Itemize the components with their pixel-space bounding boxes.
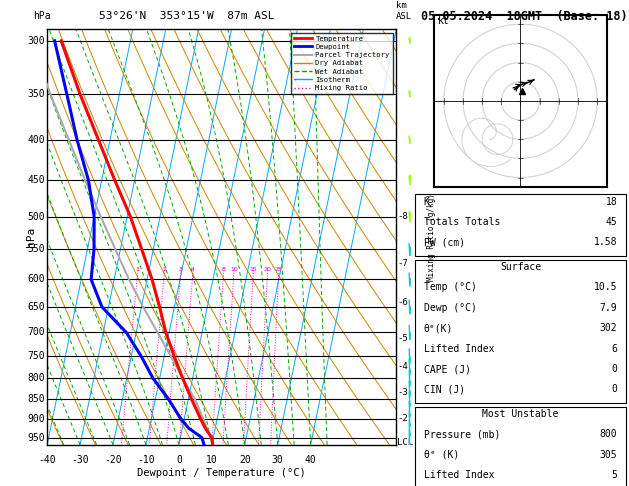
Text: 500: 500 [28, 211, 45, 222]
Text: Most Unstable: Most Unstable [482, 409, 559, 419]
Text: 400: 400 [28, 135, 45, 145]
Text: -10: -10 [137, 455, 155, 465]
Text: -8: -8 [397, 212, 408, 221]
Text: 10: 10 [230, 266, 238, 272]
Text: Surface: Surface [500, 262, 541, 272]
Text: 18: 18 [606, 197, 618, 207]
Text: 4: 4 [191, 266, 195, 272]
Text: 350: 350 [28, 89, 45, 99]
Text: 300: 300 [28, 36, 45, 46]
Text: 10.5: 10.5 [594, 282, 618, 293]
Text: hPa: hPa [33, 11, 51, 21]
Text: 20: 20 [264, 266, 271, 272]
Text: CIN (J): CIN (J) [423, 384, 465, 395]
Text: -40: -40 [38, 455, 56, 465]
Text: 302: 302 [600, 323, 618, 333]
Text: K: K [423, 197, 430, 207]
Text: 1: 1 [136, 266, 140, 272]
Bar [415, 194, 626, 256]
Text: 45: 45 [606, 217, 618, 227]
Text: 20: 20 [239, 455, 250, 465]
Text: 40: 40 [305, 455, 316, 465]
Text: -4: -4 [397, 362, 408, 371]
Text: Dewp (°C): Dewp (°C) [423, 303, 476, 313]
Text: km
ASL: km ASL [396, 1, 413, 21]
Text: 900: 900 [28, 414, 45, 424]
Text: 25: 25 [275, 266, 282, 272]
Text: 450: 450 [28, 175, 45, 185]
Text: 550: 550 [28, 244, 45, 255]
Text: 7.9: 7.9 [600, 303, 618, 313]
Text: 0: 0 [611, 384, 618, 395]
Text: 05.05.2024  18GMT  (Base: 18): 05.05.2024 18GMT (Base: 18) [421, 10, 628, 23]
Text: -30: -30 [71, 455, 89, 465]
Text: 0: 0 [176, 455, 182, 465]
Text: 750: 750 [28, 351, 45, 361]
Text: Totals Totals: Totals Totals [423, 217, 500, 227]
Text: 600: 600 [28, 275, 45, 284]
Text: 2: 2 [162, 266, 166, 272]
Text: 6: 6 [611, 344, 618, 354]
Text: Mixing Ratio (g/kg): Mixing Ratio (g/kg) [426, 193, 436, 281]
Text: kt: kt [438, 16, 450, 26]
Text: 700: 700 [28, 328, 45, 337]
Legend: Temperature, Dewpoint, Parcel Trajectory, Dry Adiabat, Wet Adiabat, Isotherm, Mi: Temperature, Dewpoint, Parcel Trajectory… [291, 33, 392, 94]
Text: -7: -7 [397, 259, 408, 268]
Text: θᵉ (K): θᵉ (K) [423, 450, 459, 460]
Text: 15: 15 [249, 266, 257, 272]
Text: 800: 800 [600, 430, 618, 439]
Text: 0: 0 [611, 364, 618, 374]
Text: hPa: hPa [26, 227, 36, 247]
Text: 850: 850 [28, 394, 45, 404]
Text: Temp (°C): Temp (°C) [423, 282, 476, 293]
Text: LCL: LCL [397, 438, 413, 448]
Text: PW (cm): PW (cm) [423, 238, 465, 247]
Text: -6: -6 [397, 298, 408, 307]
Text: Dewpoint / Temperature (°C): Dewpoint / Temperature (°C) [137, 468, 306, 478]
Text: 10: 10 [206, 455, 218, 465]
Text: θᵉ(K): θᵉ(K) [423, 323, 453, 333]
Text: 3: 3 [179, 266, 182, 272]
Text: -2: -2 [397, 415, 408, 423]
Text: 5: 5 [611, 470, 618, 480]
Text: CAPE (J): CAPE (J) [423, 364, 470, 374]
Text: -20: -20 [104, 455, 122, 465]
Text: Lifted Index: Lifted Index [423, 344, 494, 354]
Text: 305: 305 [600, 450, 618, 460]
Text: 8: 8 [221, 266, 225, 272]
Text: Pressure (mb): Pressure (mb) [423, 430, 500, 439]
Text: 650: 650 [28, 302, 45, 312]
Text: 53°26'N  353°15'W  87m ASL: 53°26'N 353°15'W 87m ASL [99, 11, 275, 21]
Text: 30: 30 [272, 455, 284, 465]
Bar [415, 260, 626, 402]
Text: -5: -5 [397, 334, 408, 343]
Bar [415, 407, 626, 486]
Text: 800: 800 [28, 373, 45, 383]
Text: Lifted Index: Lifted Index [423, 470, 494, 480]
Text: 950: 950 [28, 433, 45, 443]
Text: 1.58: 1.58 [594, 238, 618, 247]
Text: -3: -3 [397, 388, 408, 397]
